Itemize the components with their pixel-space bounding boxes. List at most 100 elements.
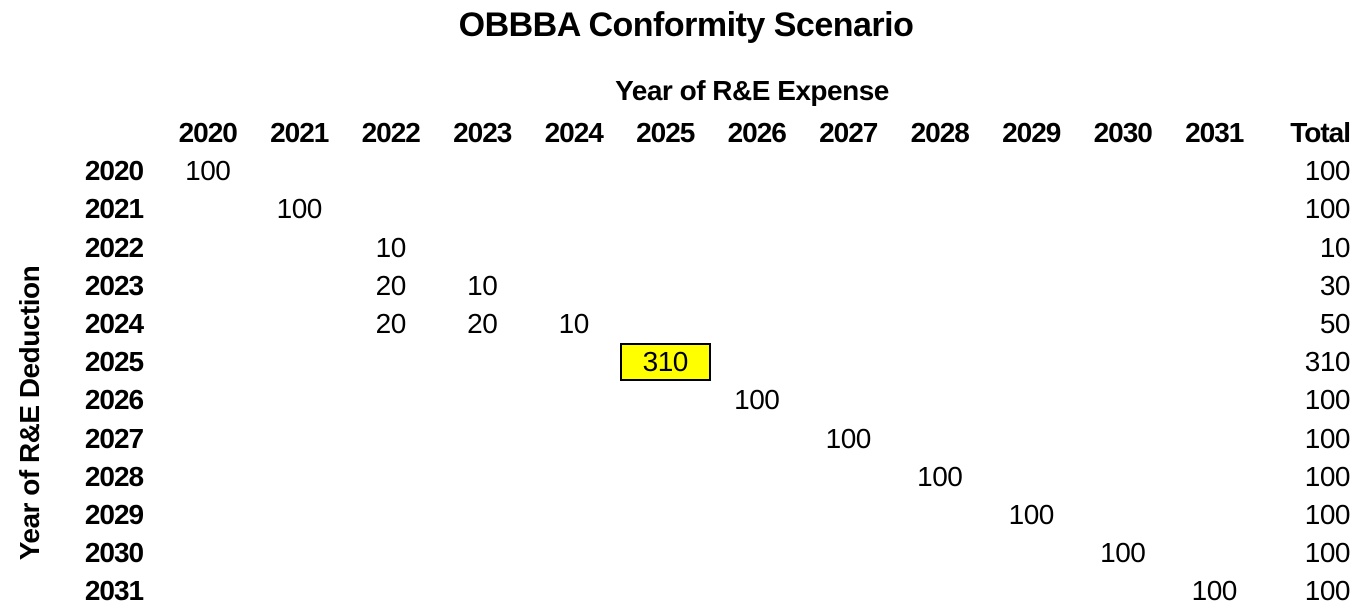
cell-2031-2022 [345, 572, 437, 610]
cell-2023-2026 [711, 267, 803, 305]
row-header-2020: 2020 [84, 155, 144, 187]
cell-2027-2030 [1077, 420, 1169, 458]
column-header-2028: 2028 [910, 117, 970, 149]
cell-2022-2024 [528, 229, 620, 267]
column-header-2022: 2022 [361, 117, 421, 149]
row-header-2023: 2023 [84, 269, 144, 301]
cell-2029-2030 [1077, 496, 1169, 534]
cell-2028-2021 [254, 458, 346, 496]
cell-2031-2024 [528, 572, 620, 610]
cell-2029-2026 [711, 496, 803, 534]
total-cell-2029: 100 [1304, 498, 1351, 530]
cell-2025-2028 [894, 343, 986, 381]
total-cell-2026: 100 [1304, 384, 1351, 416]
cell-2031-2031: 100 [1191, 575, 1238, 607]
cell-2020-2029 [986, 152, 1078, 190]
total-cell-2030: 100 [1304, 537, 1351, 569]
page-title: OBBBA Conformity Scenario [458, 6, 914, 44]
cell-2029-2023 [437, 496, 529, 534]
column-header-2031: 2031 [1185, 117, 1244, 149]
cell-2025-2030 [1077, 343, 1169, 381]
cell-2023-2023: 10 [467, 269, 498, 301]
cell-2030-2031 [1169, 534, 1261, 572]
total-cell-2020: 100 [1304, 155, 1351, 187]
cell-2020-2030 [1077, 152, 1169, 190]
cell-2027-2028 [894, 420, 986, 458]
cell-2027-2031 [1169, 420, 1261, 458]
cell-2022-2020 [162, 229, 254, 267]
cell-2026-2030 [1077, 381, 1169, 419]
cell-2020-2021 [254, 152, 346, 190]
column-header-2029: 2029 [1002, 117, 1061, 149]
cell-2025-2022 [345, 343, 437, 381]
cell-2020-2026 [711, 152, 803, 190]
cell-2026-2027 [803, 381, 895, 419]
cell-2022-2031 [1169, 229, 1261, 267]
cell-2031-2020 [162, 572, 254, 610]
cell-2028-2028: 100 [917, 460, 963, 492]
total-cell-2023: 30 [1319, 269, 1351, 301]
cell-2028-2025 [620, 458, 712, 496]
cell-2021-2021: 100 [276, 193, 323, 225]
cell-2031-2025 [620, 572, 712, 610]
cell-2021-2023 [437, 190, 529, 228]
total-cell-2022: 10 [1319, 231, 1351, 263]
cell-2024-2028 [894, 305, 986, 343]
cell-2026-2025 [620, 381, 712, 419]
total-cell-2027: 100 [1304, 422, 1351, 454]
row-header-2029: 2029 [84, 498, 144, 530]
cell-2024-2026 [711, 305, 803, 343]
cell-2025-2029 [986, 343, 1078, 381]
row-header-2024: 2024 [84, 308, 144, 340]
cell-2024-2029 [986, 305, 1078, 343]
column-header-2021: 2021 [270, 117, 329, 149]
cell-2024-2027 [803, 305, 895, 343]
cell-2022-2029 [986, 229, 1078, 267]
total-cell-2025: 310 [1304, 346, 1351, 378]
column-header-total: Total [1290, 117, 1351, 149]
cell-2026-2026: 100 [734, 384, 780, 416]
row-header-2021: 2021 [84, 193, 144, 225]
cell-2026-2031 [1169, 381, 1261, 419]
cell-2022-2025 [620, 229, 712, 267]
cell-2027-2026 [711, 420, 803, 458]
cell-2021-2026 [711, 190, 803, 228]
cell-2029-2024 [528, 496, 620, 534]
cell-2028-2029 [986, 458, 1078, 496]
cell-2023-2027 [803, 267, 895, 305]
cell-2020-2024 [528, 152, 620, 190]
cell-2022-2022: 10 [375, 231, 407, 263]
column-header-2024: 2024 [544, 117, 604, 149]
cell-2023-2031 [1169, 267, 1261, 305]
cell-2025-2021 [254, 343, 346, 381]
cell-2021-2031 [1169, 190, 1261, 228]
column-header-2026: 2026 [727, 117, 787, 149]
cell-2027-2020 [162, 420, 254, 458]
cell-2027-2023 [437, 420, 529, 458]
row-header-2027: 2027 [84, 422, 144, 454]
cell-2021-2025 [620, 190, 712, 228]
cell-2029-2028 [894, 496, 986, 534]
cell-2022-2030 [1077, 229, 1169, 267]
cell-2020-2025 [620, 152, 712, 190]
cell-2024-2031 [1169, 305, 1261, 343]
cell-2026-2022 [345, 381, 437, 419]
cell-2026-2029 [986, 381, 1078, 419]
cell-2021-2027 [803, 190, 895, 228]
cell-2030-2028 [894, 534, 986, 572]
cell-2023-2024 [528, 267, 620, 305]
cell-2026-2020 [162, 381, 254, 419]
cell-2030-2025 [620, 534, 712, 572]
row-header-2022: 2022 [84, 231, 144, 263]
cell-2031-2028 [894, 572, 986, 610]
cell-2024-2022: 20 [375, 308, 407, 340]
row-header-2028: 2028 [84, 460, 144, 492]
row-header-2026: 2026 [84, 384, 144, 416]
cell-2023-2022: 20 [375, 269, 407, 301]
cell-2029-2025 [620, 496, 712, 534]
column-header-2025: 2025 [636, 117, 695, 149]
column-axis-label: Year of R&E Expense [615, 75, 889, 106]
cell-2028-2026 [711, 458, 803, 496]
cell-2030-2029 [986, 534, 1078, 572]
cell-2027-2027: 100 [825, 422, 872, 454]
